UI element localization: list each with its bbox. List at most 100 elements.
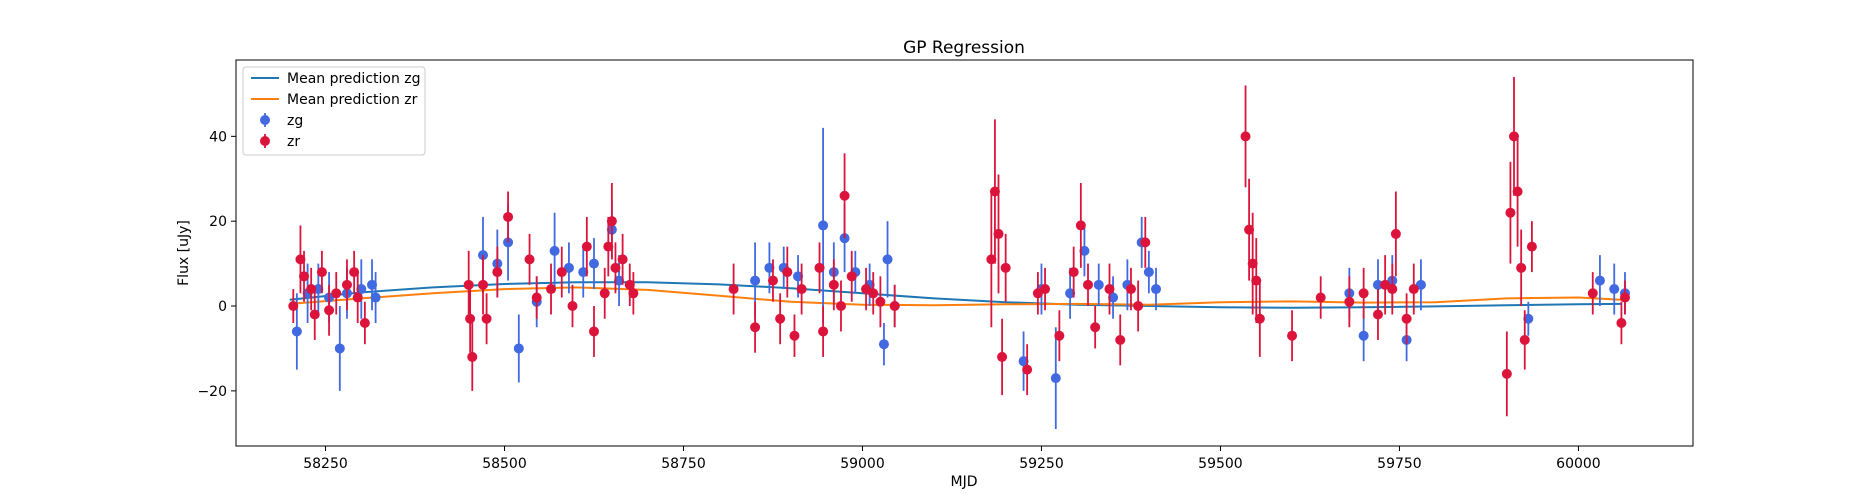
x-axis: 58250 58500 58750 59000 59250 59500 59750 60000 bbox=[303, 446, 1601, 472]
data-point-zg bbox=[614, 275, 625, 286]
data-point-zr bbox=[1090, 322, 1101, 333]
y-axis-label: Flux [uJy] bbox=[176, 220, 192, 286]
data-point-zr bbox=[1408, 284, 1419, 295]
data-point-zr bbox=[341, 279, 352, 290]
data-point-zg bbox=[334, 343, 345, 354]
data-point-zr bbox=[295, 254, 306, 265]
data-point-zr bbox=[1526, 241, 1537, 252]
data-point-zr bbox=[1509, 131, 1520, 142]
data-point-zr bbox=[1616, 317, 1627, 328]
data-point-zr bbox=[1240, 131, 1251, 142]
legend-label: zg bbox=[287, 113, 303, 129]
data-point-zr bbox=[463, 279, 474, 290]
data-point-zr bbox=[324, 305, 335, 316]
data-point-zr bbox=[349, 267, 360, 278]
legend-marker-swatch bbox=[260, 115, 270, 125]
data-point-zg bbox=[313, 284, 324, 295]
data-point-zr bbox=[868, 288, 879, 299]
y-tick-label: −20 bbox=[197, 384, 227, 400]
data-point-zr bbox=[465, 313, 476, 324]
data-point-zr bbox=[624, 279, 635, 290]
data-point-zr bbox=[993, 228, 1004, 239]
data-point-zg bbox=[1018, 356, 1029, 367]
data-point-zr bbox=[1387, 284, 1398, 295]
data-point-zg bbox=[578, 267, 589, 278]
data-point-zr bbox=[1254, 313, 1265, 324]
data-point-zg bbox=[1372, 279, 1383, 290]
y-axis: −20 0 20 40 bbox=[197, 129, 236, 400]
data-point-zr bbox=[1516, 262, 1527, 273]
data-point-zr bbox=[828, 279, 839, 290]
data-point-zg bbox=[513, 343, 524, 354]
chart-legend: Mean prediction zg Mean prediction zr zg zr bbox=[242, 66, 426, 156]
data-point-zg bbox=[1523, 313, 1534, 324]
data-point-zr bbox=[1501, 368, 1512, 379]
data-point-zg bbox=[793, 271, 804, 282]
data-point-zr bbox=[481, 313, 492, 324]
series-zg bbox=[291, 127, 1630, 430]
data-point-zr bbox=[997, 351, 1008, 362]
data-point-zr bbox=[1251, 275, 1262, 286]
data-point-zg bbox=[1108, 292, 1119, 303]
data-point-zr bbox=[1040, 284, 1051, 295]
data-point-zg bbox=[549, 245, 560, 256]
data-point-zr bbox=[299, 271, 310, 282]
data-point-zr bbox=[775, 313, 786, 324]
legend-label: Mean prediction zr bbox=[287, 92, 418, 108]
data-point-zr bbox=[1587, 288, 1598, 299]
data-point-zr bbox=[1247, 258, 1258, 269]
data-point-zr bbox=[1068, 267, 1079, 278]
data-point-zr bbox=[839, 190, 850, 201]
data-point-zr bbox=[889, 301, 900, 312]
data-point-zr bbox=[478, 279, 489, 290]
data-point-zr bbox=[599, 288, 610, 299]
data-point-zr bbox=[989, 186, 1000, 197]
data-point-zr bbox=[1140, 237, 1151, 248]
data-point-zr bbox=[1358, 288, 1369, 299]
x-tick-label: 60000 bbox=[1556, 456, 1601, 472]
data-point-zg bbox=[356, 284, 367, 295]
data-point-zr bbox=[1000, 262, 1011, 273]
x-tick-label: 58250 bbox=[303, 456, 348, 472]
data-point-zg bbox=[1050, 373, 1061, 384]
data-point-zr bbox=[814, 262, 825, 273]
data-point-zr bbox=[546, 284, 557, 295]
y-tick-label: 40 bbox=[209, 129, 227, 145]
data-point-zr bbox=[1104, 284, 1115, 295]
data-point-zr bbox=[556, 267, 567, 278]
data-point-zr bbox=[1315, 292, 1326, 303]
plot-frame bbox=[235, 59, 1694, 447]
x-tick-label: 58750 bbox=[661, 456, 706, 472]
data-point-zg bbox=[818, 220, 829, 231]
data-point-zg bbox=[1093, 279, 1104, 290]
data-point-zr bbox=[1512, 186, 1523, 197]
plot-area bbox=[288, 76, 1630, 430]
legend-marker-swatch bbox=[260, 136, 270, 146]
data-point-zr bbox=[603, 241, 614, 252]
data-point-zg bbox=[878, 339, 889, 350]
data-point-zr bbox=[1244, 224, 1255, 235]
data-point-zr bbox=[750, 322, 761, 333]
data-point-zr bbox=[306, 284, 317, 295]
data-point-zr bbox=[352, 292, 363, 303]
data-point-zr bbox=[1344, 296, 1355, 307]
data-point-zr bbox=[1054, 330, 1065, 341]
series-line-zg bbox=[289, 281, 1622, 309]
data-point-zr bbox=[610, 262, 621, 273]
data-point-zg bbox=[291, 326, 302, 337]
data-point-zg bbox=[1151, 284, 1162, 295]
x-tick-label: 58500 bbox=[482, 456, 527, 472]
data-point-zr bbox=[1401, 313, 1412, 324]
data-point-zg bbox=[588, 258, 599, 269]
y-tick-label: 20 bbox=[209, 214, 227, 230]
data-point-zr bbox=[606, 216, 617, 227]
data-point-zr bbox=[617, 254, 628, 265]
data-point-zr bbox=[628, 288, 639, 299]
data-point-zr bbox=[309, 309, 320, 320]
data-point-zr bbox=[835, 301, 846, 312]
data-point-zr bbox=[492, 267, 503, 278]
x-tick-label: 59000 bbox=[840, 456, 885, 472]
data-point-zr bbox=[581, 241, 592, 252]
